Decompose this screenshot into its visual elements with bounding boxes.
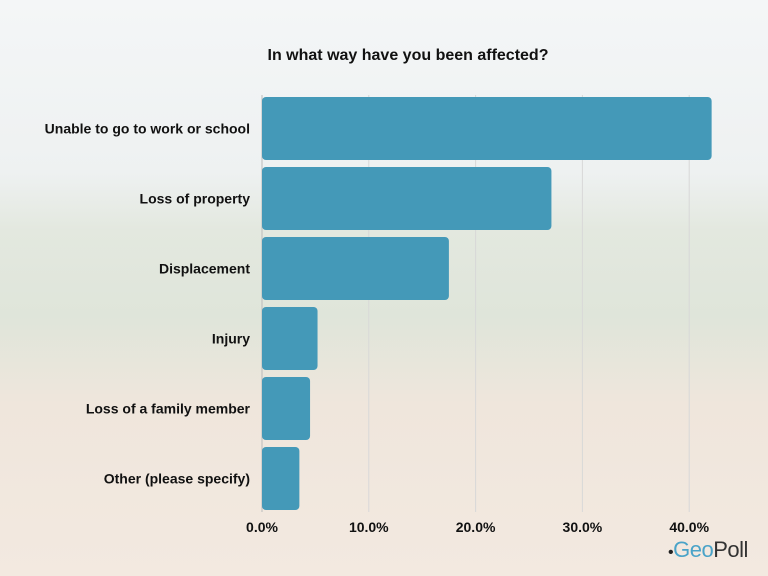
- bar: [262, 237, 449, 300]
- bar: [262, 97, 712, 160]
- bar: [262, 377, 311, 440]
- x-tick-label: 40.0%: [669, 519, 709, 535]
- x-tick-label: 30.0%: [563, 519, 603, 535]
- x-tick-label: 20.0%: [456, 519, 496, 535]
- bar: [262, 447, 300, 510]
- geopoll-logo: •GeoPoll: [668, 537, 748, 563]
- category-label: Other (please specify): [104, 471, 250, 487]
- x-tick-label: 0.0%: [246, 519, 278, 535]
- chart-title: In what way have you been affected?: [268, 47, 549, 64]
- bar: [262, 167, 552, 230]
- category-label: Loss of property: [140, 191, 251, 207]
- logo-text-poll: Poll: [713, 537, 748, 562]
- bar: [262, 307, 318, 370]
- category-label: Displacement: [159, 261, 250, 277]
- antenna-icon: •: [668, 544, 674, 561]
- logo-text-geo: Geo: [673, 537, 714, 562]
- category-label: Loss of a family member: [86, 401, 251, 417]
- category-label: Unable to go to work or school: [45, 121, 250, 137]
- category-label: Injury: [212, 331, 250, 347]
- x-tick-label: 10.0%: [349, 519, 389, 535]
